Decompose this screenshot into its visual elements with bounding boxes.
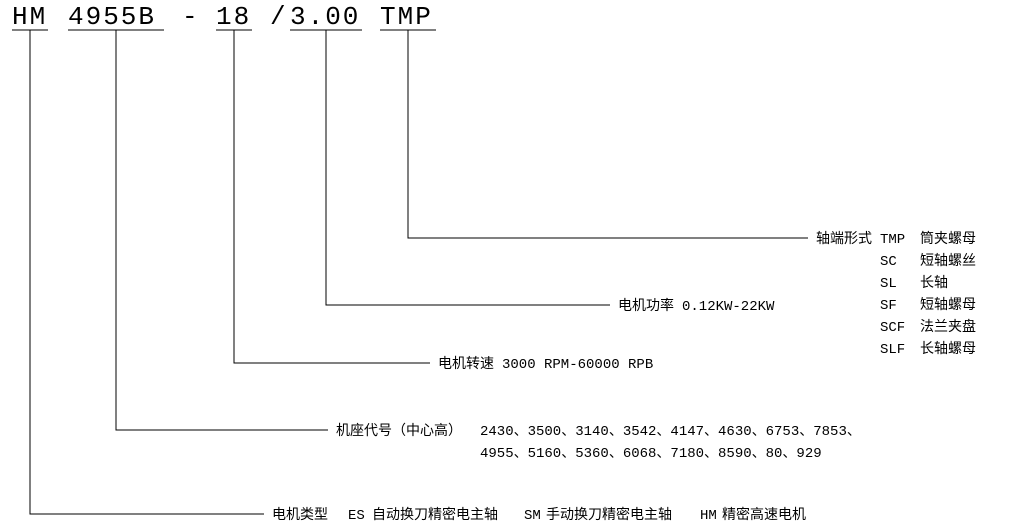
end-form-code-4: SCF (880, 320, 905, 336)
end-form-table: TMP 筒夹螺母 SC 短轴螺丝 SL 长轴 SF 短轴螺母 SCF 法兰夹盘 … (880, 230, 976, 358)
motor-type-code-0: ES (348, 508, 365, 524)
code-seg-end: TMP (380, 2, 433, 32)
motor-type-block: 电机类型 ES 自动换刀精密电主轴 SM 手动换刀精密电主轴 HM 精密高速电机 (272, 506, 806, 524)
leader-speed (234, 30, 430, 363)
end-form-code-0: TMP (880, 232, 905, 248)
code-seg-power: 3.00 (290, 2, 360, 32)
leader-type (30, 30, 264, 514)
end-form-desc-3: 短轴螺母 (920, 297, 976, 314)
code-slash: / (270, 2, 288, 32)
motor-type-desc-2: 精密高速电机 (722, 506, 806, 523)
code-dash: - (182, 2, 200, 32)
speed-value: 3000 RPM-60000 RPB (502, 357, 653, 373)
motor-type-code-1: SM (524, 508, 541, 524)
frame-value-2: 4955、5160、5360、6068、7180、8590、80、929 (480, 446, 822, 462)
end-form-label: 轴端形式 (816, 231, 872, 247)
frame-value-1: 2430、3500、3140、3542、4147、4630、6753、7853、 (480, 424, 861, 440)
end-form-desc-2: 长轴 (920, 275, 948, 292)
frame-block: 机座代号（中心高） 2430、3500、3140、3542、4147、4630、… (336, 422, 861, 462)
end-form-code-5: SLF (880, 342, 905, 358)
end-form-block: 轴端形式 TMP 筒夹螺母 SC 短轴螺丝 SL 长轴 SF 短轴螺母 SCF … (816, 230, 976, 358)
end-form-desc-5: 长轴螺母 (920, 341, 976, 358)
end-form-desc-4: 法兰夹盘 (920, 318, 976, 336)
model-code-diagram: HM 4955B - 18 / 3.00 TMP 轴端形式 TMP (0, 0, 1025, 532)
power-label: 电机功率 (618, 297, 674, 314)
end-form-code-2: SL (880, 276, 897, 292)
motor-type-desc-0: 自动换刀精密电主轴 (372, 506, 498, 523)
end-form-desc-0: 筒夹螺母 (920, 230, 976, 248)
code-seg-type: HM (12, 2, 47, 32)
frame-label: 机座代号（中心高） (336, 422, 462, 439)
end-form-code-3: SF (880, 298, 897, 314)
motor-type-label: 电机类型 (272, 507, 328, 523)
speed-block: 电机转速 3000 RPM-60000 RPB (438, 356, 653, 373)
end-form-code-1: SC (880, 254, 897, 270)
code-string: HM 4955B - 18 / 3.00 TMP (12, 2, 433, 32)
code-seg-frame: 4955B (68, 2, 156, 32)
power-value: 0.12KW-22KW (682, 299, 775, 315)
end-form-desc-1: 短轴螺丝 (920, 253, 976, 270)
motor-type-desc-1: 手动换刀精密电主轴 (546, 506, 672, 523)
svg-text:HM 4955B - 1: HM 4955B - 18 / 3.00 TMP (12, 2, 433, 32)
leader-power (326, 30, 610, 305)
leader-lines (30, 30, 808, 514)
motor-type-code-2: HM (700, 508, 717, 524)
speed-label: 电机转速 (438, 356, 494, 372)
leader-end-form (408, 30, 808, 238)
leader-frame (116, 30, 328, 430)
power-block: 电机功率 0.12KW-22KW (618, 297, 775, 315)
code-seg-speed: 18 (216, 2, 251, 32)
